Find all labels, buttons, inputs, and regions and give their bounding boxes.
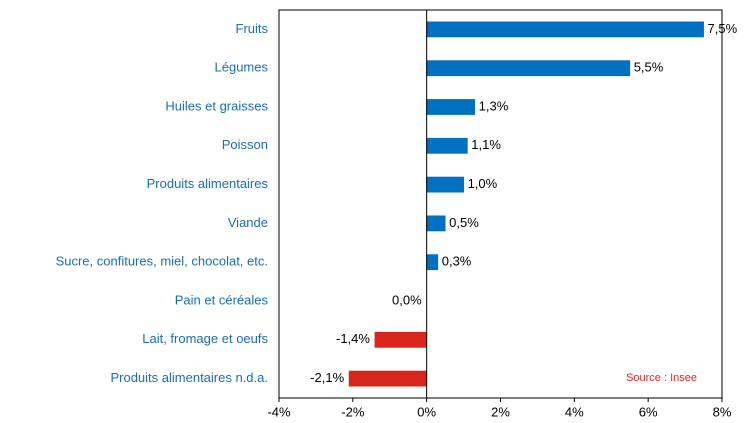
x-tick-label: 6% [639, 404, 658, 419]
value-label: 0,5% [449, 215, 479, 230]
bar [426, 137, 468, 154]
value-label: 0,0% [392, 292, 422, 307]
bar [426, 21, 704, 38]
y-tick-label: Huiles et graisses [165, 98, 268, 113]
value-label: 7,5% [708, 21, 738, 36]
bar [426, 60, 631, 77]
y-tick-label: Lait, fromage et oeufs [142, 331, 268, 346]
y-tick-label: Poisson [222, 137, 268, 152]
x-tick-label: 4% [565, 404, 584, 419]
bar [426, 254, 439, 271]
value-label: 5,5% [634, 60, 664, 75]
x-tick-label: 8% [713, 404, 732, 419]
x-tick-label: 2% [491, 404, 510, 419]
bar [426, 99, 476, 115]
bar [374, 331, 428, 348]
x-tick-label: 0% [417, 404, 436, 419]
x-tick-label: -2% [341, 404, 365, 419]
y-tick-label: Produits alimentaires [147, 176, 269, 191]
value-label: 0,3% [442, 254, 472, 269]
y-tick-label: Légumes [215, 60, 269, 75]
value-label: 1,0% [468, 176, 498, 191]
bar [426, 176, 464, 193]
value-label: -1,4% [336, 331, 370, 346]
value-label: -2,1% [310, 370, 344, 385]
source-annotation: Source : Insee [626, 372, 697, 384]
x-tick-label: -4% [267, 404, 291, 419]
bar [426, 215, 446, 232]
bar [348, 370, 428, 387]
value-label: 1,1% [471, 137, 501, 152]
y-tick-label: Produits alimentaires n.d.a. [110, 370, 268, 385]
y-tick-label: Fruits [236, 21, 269, 36]
y-tick-label: Pain et céréales [175, 292, 269, 307]
value-label: 1,3% [479, 98, 509, 113]
y-tick-label: Viande [228, 215, 268, 230]
y-tick-label: Sucre, confitures, miel, chocolat, etc. [56, 254, 268, 269]
